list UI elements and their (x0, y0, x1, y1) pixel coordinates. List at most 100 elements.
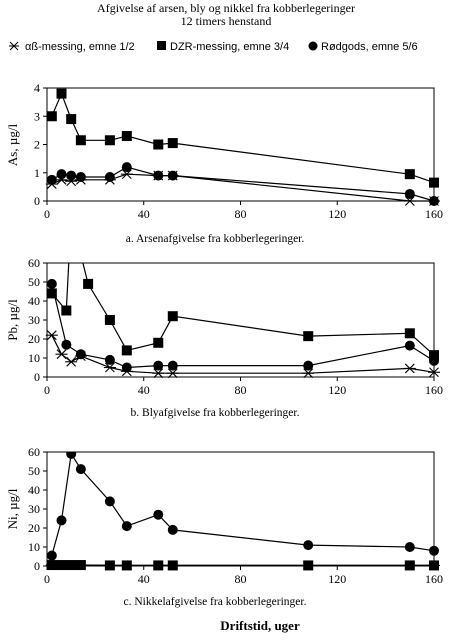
data-point-square (56, 560, 67, 571)
data-point-circle (75, 464, 86, 475)
data-point-star (120, 169, 133, 180)
x-tick-label: 40 (138, 572, 150, 586)
data-point-square (46, 288, 57, 299)
data-point-square (75, 135, 86, 146)
data-point-square (404, 560, 415, 571)
legend-marker-circle (308, 41, 318, 51)
data-point-circle (56, 169, 67, 180)
data-point-square (167, 560, 178, 571)
data-point-square (66, 114, 77, 125)
data-point-circle (303, 360, 314, 371)
legend-item-square: DZR-messing, emne 3/4 (157, 41, 289, 53)
x-tick-label: 160 (425, 572, 443, 586)
y-tick-label: 30 (28, 313, 40, 327)
data-point-square (61, 305, 72, 316)
data-point-square (66, 560, 77, 571)
plot-area (45, 88, 440, 206)
data-point-circle (153, 360, 164, 371)
y-tick-label: 20 (28, 521, 40, 535)
data-point-circle (121, 362, 132, 373)
x-axis-label: Driftstid, uger (220, 618, 300, 633)
legend-item-circle: Rødgods, emne 5/6 (308, 41, 418, 53)
data-point-square (167, 311, 178, 322)
data-point-square (121, 560, 132, 571)
data-point-square (104, 560, 115, 571)
plot-area (45, 263, 440, 379)
y-tick-label: 20 (28, 332, 40, 346)
data-point-square (121, 345, 132, 356)
data-point-circle (429, 545, 439, 556)
data-point-star (428, 367, 440, 378)
x-tick-label: 0 (44, 383, 50, 397)
y-tick-label: 40 (28, 483, 40, 497)
data-point-circle (75, 349, 86, 360)
x-tick-label: 0 (44, 572, 50, 586)
data-point-star (55, 349, 68, 360)
y-tick-label: 4 (34, 81, 40, 95)
plot-area (45, 452, 440, 571)
x-tick-label: 160 (425, 207, 443, 221)
legend-label-star: αß-messing, emne 1/2 (25, 41, 135, 53)
panel-caption: c. Nikkelafgivelse fra kobberlegeringer. (124, 596, 307, 608)
data-point-circle (61, 339, 72, 350)
data-point-circle (153, 509, 164, 520)
y-tick-label: 30 (28, 502, 40, 516)
data-point-square (56, 88, 67, 99)
data-point-square (83, 278, 94, 289)
data-point-square (429, 177, 439, 188)
y-tick-label: 10 (28, 540, 40, 554)
data-point-circle (46, 278, 57, 289)
y-tick-label: 0 (34, 559, 40, 573)
legend-item-star: αß-messing, emne 1/2 (9, 41, 135, 53)
y-tick-label: 60 (28, 445, 40, 459)
data-point-star (152, 368, 165, 379)
x-tick-label: 40 (138, 383, 150, 397)
data-point-circle (66, 170, 77, 181)
y-tick-label: 10 (28, 351, 40, 365)
x-tick-label: 80 (235, 572, 247, 586)
data-point-circle (404, 340, 415, 351)
y-tick-label: 0 (34, 194, 40, 208)
x-tick-label: 40 (138, 207, 150, 221)
data-point-star (45, 330, 58, 341)
data-point-square (46, 111, 57, 122)
series-line-star (51, 173, 434, 202)
x-tick-label: 120 (328, 572, 346, 586)
data-point-circle (46, 550, 57, 561)
legend-label-square: DZR-messing, emne 3/4 (170, 41, 289, 53)
data-point-square (104, 315, 115, 325)
y-tick-label: 1 (34, 166, 40, 180)
data-point-square (404, 328, 415, 339)
data-point-circle (404, 542, 415, 552)
y-tick-label: 0 (34, 370, 40, 384)
data-point-square (167, 138, 178, 149)
data-point-square (46, 560, 57, 571)
data-point-star (166, 368, 179, 379)
panel-caption: b. Blyafgivelse fra kobberlegeringer. (131, 407, 300, 419)
data-point-square (404, 169, 415, 180)
data-point-circle (75, 171, 86, 182)
data-point-circle (167, 360, 178, 371)
x-tick-label: 0 (44, 207, 50, 221)
x-tick-label: 80 (235, 207, 247, 221)
legend-label-circle: Rødgods, emne 5/6 (321, 41, 418, 53)
y-axis-label: As, µg/l (5, 124, 20, 167)
y-tick-label: 50 (28, 464, 40, 478)
data-point-square (121, 131, 132, 142)
data-point-star (403, 363, 416, 374)
y-tick-label: 60 (28, 256, 40, 270)
series-line-circle (51, 283, 435, 369)
data-point-star (65, 356, 78, 367)
series-line-square (51, 92, 435, 184)
data-point-circle (429, 355, 439, 366)
data-point-star (403, 196, 416, 206)
plot-frame (46, 451, 435, 567)
legend-marker-star (9, 41, 19, 51)
x-tick-label: 120 (328, 383, 346, 397)
data-point-square (153, 560, 164, 571)
data-point-circle (121, 162, 132, 173)
panel-lead: 0 10 20 30 40 50 60 0 40 80 120 160 Pb, µg/l b. Blyaf… (5, 256, 443, 419)
y-tick-label: 3 (34, 109, 40, 123)
data-point-square (104, 135, 115, 146)
